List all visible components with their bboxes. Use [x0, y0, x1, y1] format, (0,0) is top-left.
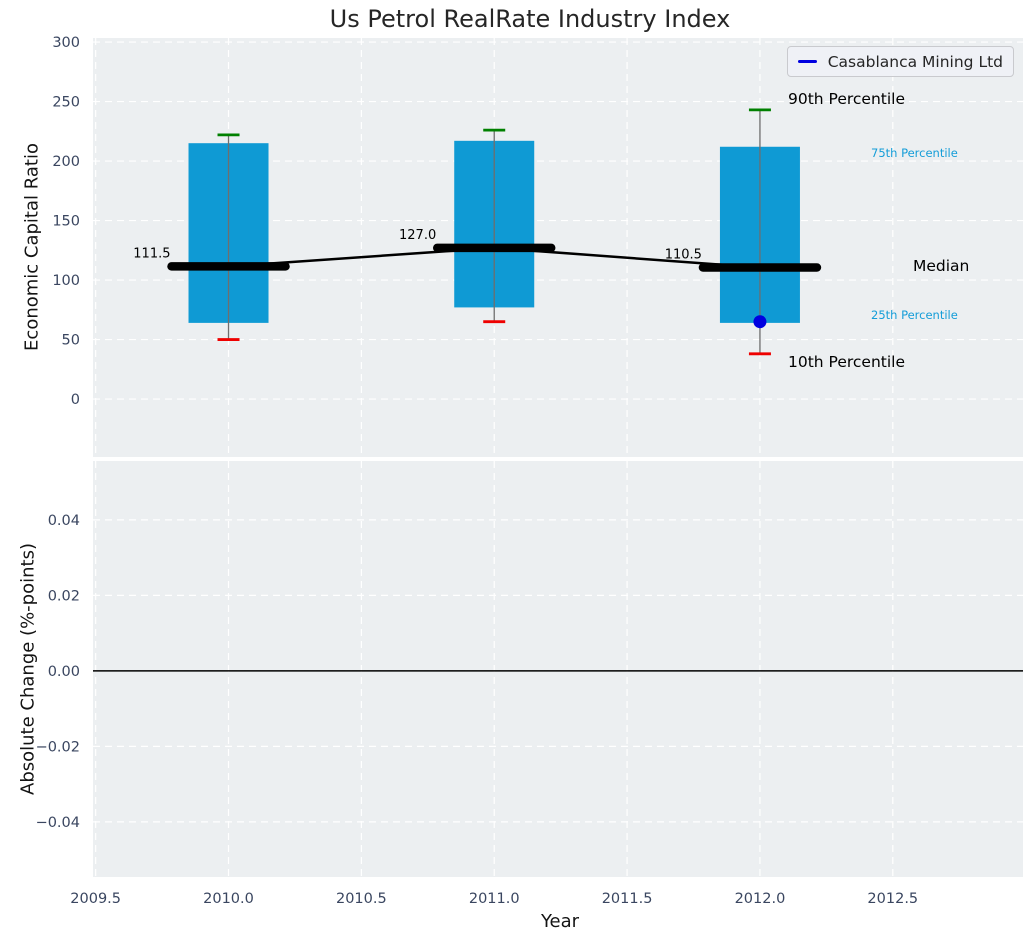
- y-tick-label-top: 0: [71, 392, 80, 408]
- plot-background-bottom: [93, 461, 1023, 877]
- annotation-90th-percentile: 90th Percentile: [788, 90, 905, 108]
- legend-line-sample: [798, 60, 817, 64]
- y-tick-label-top: 50: [62, 333, 80, 349]
- y-tick-label-bottom: 0.02: [48, 588, 80, 604]
- y-tick-label-top: 100: [52, 273, 80, 289]
- median-value-label: 127.0: [399, 228, 436, 243]
- y-tick-label-bottom: −0.04: [36, 815, 80, 831]
- x-tick-label: 2009.5: [70, 891, 121, 907]
- chart-title: Us Petrol RealRate Industry Index: [330, 5, 731, 33]
- x-axis-label: Year: [541, 911, 579, 932]
- y-tick-label-top: 250: [52, 95, 80, 111]
- median-value-label: 111.5: [133, 246, 170, 261]
- y-axis-label-top: Economic Capital Ratio: [22, 143, 43, 351]
- y-tick-label-bottom: 0.04: [48, 513, 80, 529]
- x-tick-label: 2012.0: [735, 891, 786, 907]
- median-value-label: 110.5: [665, 248, 702, 263]
- legend: Casablanca Mining Ltd: [787, 46, 1014, 77]
- y-axis-label-bottom: Absolute Change (%-points): [18, 543, 39, 795]
- x-tick-label: 2010.5: [336, 891, 387, 907]
- legend-label: Casablanca Mining Ltd: [828, 53, 1003, 71]
- annotation-median: Median: [913, 257, 969, 275]
- annotation-75th-percentile: 75th Percentile: [871, 146, 958, 160]
- annotation-25th-percentile: 25th Percentile: [871, 308, 958, 322]
- y-tick-label-bottom: −0.02: [36, 739, 80, 755]
- x-tick-label: 2011.0: [469, 891, 520, 907]
- figure: 0 50 100 150 200 250 300 0.04 0.02 0.00 −0.02 −0.04…: [0, 0, 1034, 942]
- company-point: [753, 315, 766, 328]
- x-tick-label: 2012.5: [867, 891, 918, 907]
- y-tick-label-top: 200: [52, 154, 80, 170]
- x-tick-label: 2011.5: [602, 891, 653, 907]
- y-tick-label-top: 300: [52, 35, 80, 51]
- y-tick-label-top: 150: [52, 214, 80, 230]
- x-tick-label: 2010.0: [203, 891, 254, 907]
- chart-canvas: 0 50 100 150 200 250 300 0.04 0.02 0.00 −0.02 −0.04…: [0, 0, 1034, 942]
- y-tick-label-bottom: 0.00: [48, 664, 80, 680]
- annotation-10th-percentile: 10th Percentile: [788, 353, 905, 371]
